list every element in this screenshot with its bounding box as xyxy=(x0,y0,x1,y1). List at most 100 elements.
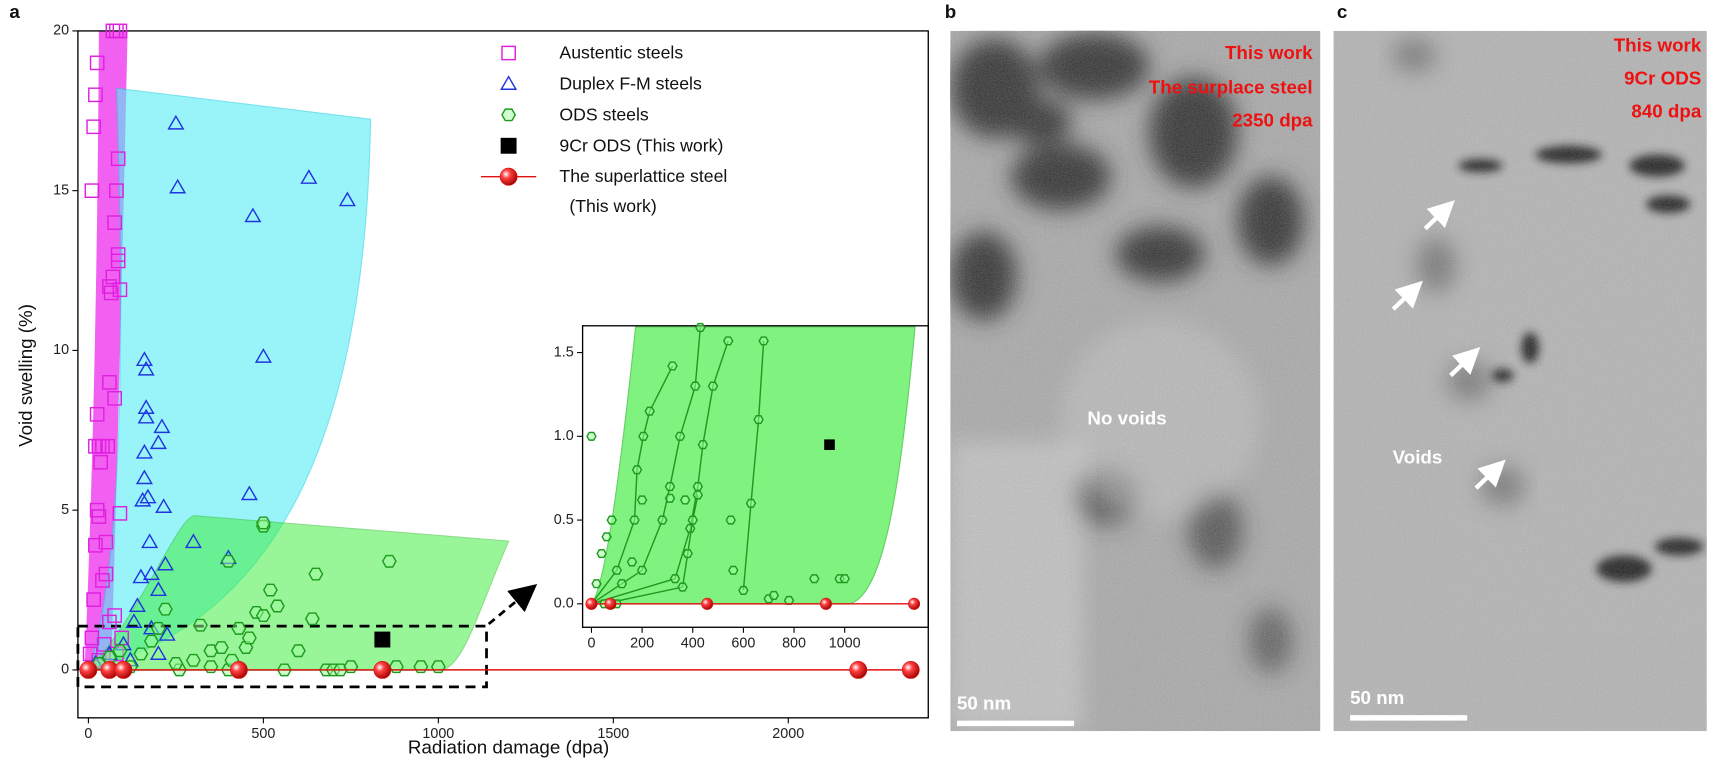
marker xyxy=(585,597,598,610)
marker xyxy=(137,399,155,414)
marker xyxy=(596,549,607,559)
y-tick-label: 1.0 xyxy=(554,428,574,444)
marker xyxy=(95,573,110,588)
marker xyxy=(374,631,391,648)
marker xyxy=(89,55,105,71)
marker xyxy=(636,565,648,575)
marker xyxy=(626,557,638,567)
marker xyxy=(738,585,749,595)
marker xyxy=(262,583,278,597)
panel-label: c xyxy=(1337,1,1347,22)
marker xyxy=(150,621,166,635)
marker xyxy=(908,597,921,610)
annotation: The surplace steel xyxy=(1149,76,1313,97)
marker xyxy=(745,498,757,508)
x-tick-label: 200 xyxy=(630,636,654,652)
legend-marker xyxy=(499,167,518,186)
marker xyxy=(692,482,704,492)
marker xyxy=(102,375,117,390)
x-tick-label: 500 xyxy=(251,726,275,742)
y-tick-label: 0 xyxy=(61,662,69,678)
marker xyxy=(157,602,173,616)
y-tick-label: 0.0 xyxy=(554,596,574,612)
scale-bar-label: 50 nm xyxy=(1350,687,1404,708)
marker xyxy=(677,582,688,592)
marker xyxy=(682,549,693,559)
marker xyxy=(229,661,248,679)
y-tick-label: 10 xyxy=(53,342,69,358)
marker xyxy=(308,567,324,581)
marker xyxy=(153,418,171,434)
marker xyxy=(254,348,272,363)
zoom-arrow xyxy=(487,583,538,626)
marker xyxy=(185,653,201,667)
marker xyxy=(112,506,128,521)
marker xyxy=(722,336,734,346)
marker xyxy=(753,415,764,425)
marker xyxy=(606,515,617,525)
marker xyxy=(674,431,686,441)
marker xyxy=(690,381,701,391)
marker xyxy=(110,253,126,269)
y-tick-label: 1.5 xyxy=(554,344,574,360)
void-arrows xyxy=(1391,200,1506,490)
x-tick-label: 400 xyxy=(681,636,705,652)
annotation: This work xyxy=(1614,34,1702,55)
x-tick-label: 1000 xyxy=(422,726,454,742)
marker xyxy=(667,361,678,371)
marker xyxy=(728,565,739,575)
legend-entry: Duplex F-M steels xyxy=(559,75,701,94)
marker xyxy=(149,434,167,450)
annotation: 2350 dpa xyxy=(1232,109,1313,130)
marker xyxy=(611,565,623,575)
ods-envelope xyxy=(87,515,510,671)
marker xyxy=(616,579,628,589)
marker xyxy=(143,634,159,648)
marker xyxy=(79,661,98,679)
marker xyxy=(109,183,124,199)
marker xyxy=(381,554,397,568)
marker xyxy=(132,568,150,584)
marker xyxy=(768,590,780,600)
marker xyxy=(98,534,114,550)
micrograph-c xyxy=(1333,30,1707,732)
legend-label: The superlattice steel (This work) xyxy=(559,167,728,216)
marker xyxy=(86,592,102,607)
marker xyxy=(430,660,446,674)
marker xyxy=(100,438,116,454)
marker xyxy=(290,644,306,658)
marker xyxy=(669,574,681,584)
marker xyxy=(839,574,850,584)
marker xyxy=(343,660,359,674)
marker xyxy=(112,644,128,658)
marker xyxy=(192,618,208,632)
legend-label: ODS steels xyxy=(559,105,649,125)
marker xyxy=(89,406,105,422)
marker xyxy=(819,597,832,610)
marker xyxy=(139,488,157,504)
marker xyxy=(135,469,153,485)
plot-frame xyxy=(581,325,929,628)
legend-label: 9Cr ODS (This work) xyxy=(559,136,724,156)
zoom-box xyxy=(76,624,488,689)
marker xyxy=(241,631,257,645)
marker xyxy=(142,565,160,581)
marker xyxy=(88,537,103,553)
marker xyxy=(110,151,126,167)
marker xyxy=(107,390,123,406)
marker xyxy=(213,641,229,654)
marker xyxy=(112,282,128,298)
annotation: 9Cr ODS xyxy=(1624,67,1701,88)
marker xyxy=(155,498,173,513)
marker xyxy=(135,351,153,367)
marker xyxy=(638,431,649,441)
legend-marker xyxy=(501,45,516,61)
marker xyxy=(849,661,868,679)
marker xyxy=(93,454,109,470)
inset-envelope xyxy=(590,326,916,605)
marker xyxy=(697,440,709,450)
marker xyxy=(149,645,167,660)
annotation: 840 dpa xyxy=(1631,101,1701,122)
